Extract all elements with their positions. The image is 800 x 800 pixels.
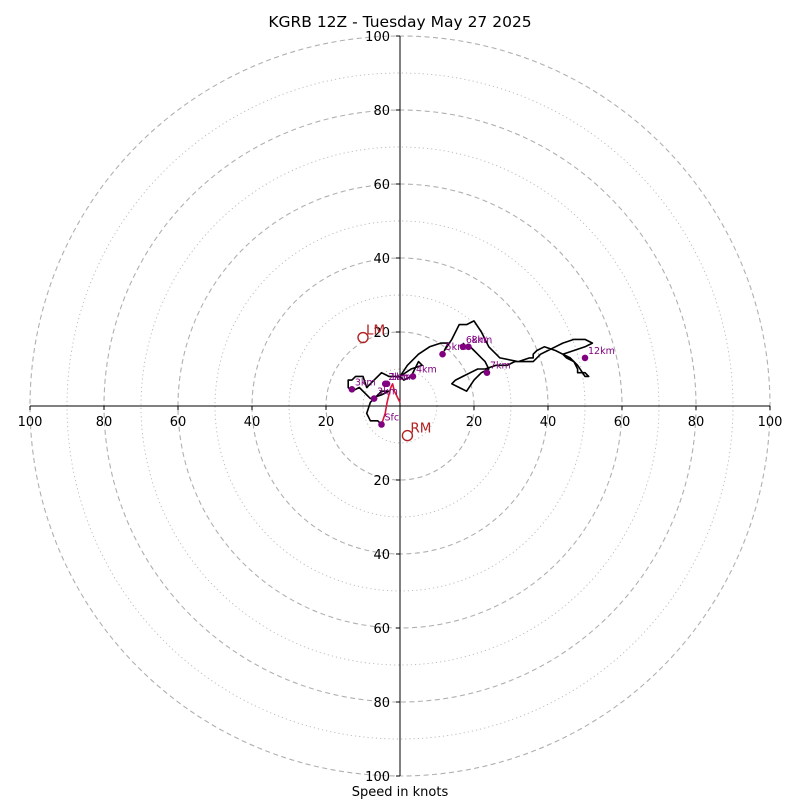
height-point-8km (465, 343, 472, 351)
x-tick-label: 80 (688, 415, 705, 430)
height-label-Sfc: Sfc (385, 413, 400, 424)
storm-motion-label-RM: RM (410, 421, 431, 437)
x-tick-label: 100 (758, 415, 783, 430)
y-tick-label: 40 (373, 548, 390, 563)
x-tick-label: 100 (18, 415, 43, 430)
height-label-4km: 4km (416, 364, 437, 375)
hodograph-lines (347, 320, 594, 426)
low-level-trace (380, 382, 401, 425)
axes (30, 36, 770, 776)
storm-motion-marker-LM (357, 331, 369, 344)
y-tick-label: 60 (373, 622, 390, 637)
height-label-3km: 3km (377, 387, 398, 398)
x-tick-label: 40 (540, 415, 557, 430)
height-point-3km (348, 386, 356, 393)
storm-motion-markers: LM RM (357, 323, 431, 442)
y-tick-label: 20 (373, 474, 390, 489)
height-label-3km: 3km (355, 377, 376, 388)
y-tick-label: 80 (373, 696, 390, 711)
height-point-2km (381, 380, 389, 388)
height-point-4km (409, 373, 417, 380)
height-label-2km: 2km (388, 372, 409, 383)
height-point-5km (439, 350, 446, 358)
x-tick-label: 20 (466, 415, 483, 430)
height-label-8km: 8km (471, 335, 492, 346)
height-label-7km: 7km (490, 361, 511, 372)
height-point-12km (581, 354, 589, 362)
y-tick-label: 100 (365, 30, 390, 45)
height-point-3km (370, 395, 378, 402)
height-label-6km: 6km (466, 335, 487, 346)
hodograph-trace (347, 320, 594, 426)
tick-labels: 100 80 60 40 20 20 40 60 80 100 100 80 60 40 20 20 40 60 8… (18, 30, 783, 785)
storm-motion-label-LM: LM (366, 323, 385, 339)
storm-motion-marker-RM (401, 429, 414, 442)
height-point-Sfc (378, 421, 385, 428)
y-tick-label: 100 (365, 770, 390, 785)
y-tick-label: 80 (373, 104, 390, 119)
x-tick-label: 60 (170, 415, 187, 430)
x-tick-label: 20 (318, 415, 335, 430)
height-label-5km: 5km (446, 342, 467, 353)
y-tick-label: 40 (373, 252, 390, 267)
x-tick-label: 40 (244, 415, 261, 430)
height-label-12km: 12km (588, 346, 615, 357)
y-tick-label: 60 (373, 178, 390, 193)
y-tick-label: 20 (373, 326, 390, 341)
x-axis-label: Speed in knots (352, 785, 449, 800)
x-tick-label: 60 (614, 415, 631, 430)
chart-title: KGRB 12Z - Tuesday May 27 2025 (268, 13, 531, 31)
height-point-7km (483, 369, 491, 377)
x-tick-label: 80 (96, 415, 113, 430)
height-point-6km (459, 343, 467, 351)
height-label-1km: 1km (390, 372, 411, 383)
